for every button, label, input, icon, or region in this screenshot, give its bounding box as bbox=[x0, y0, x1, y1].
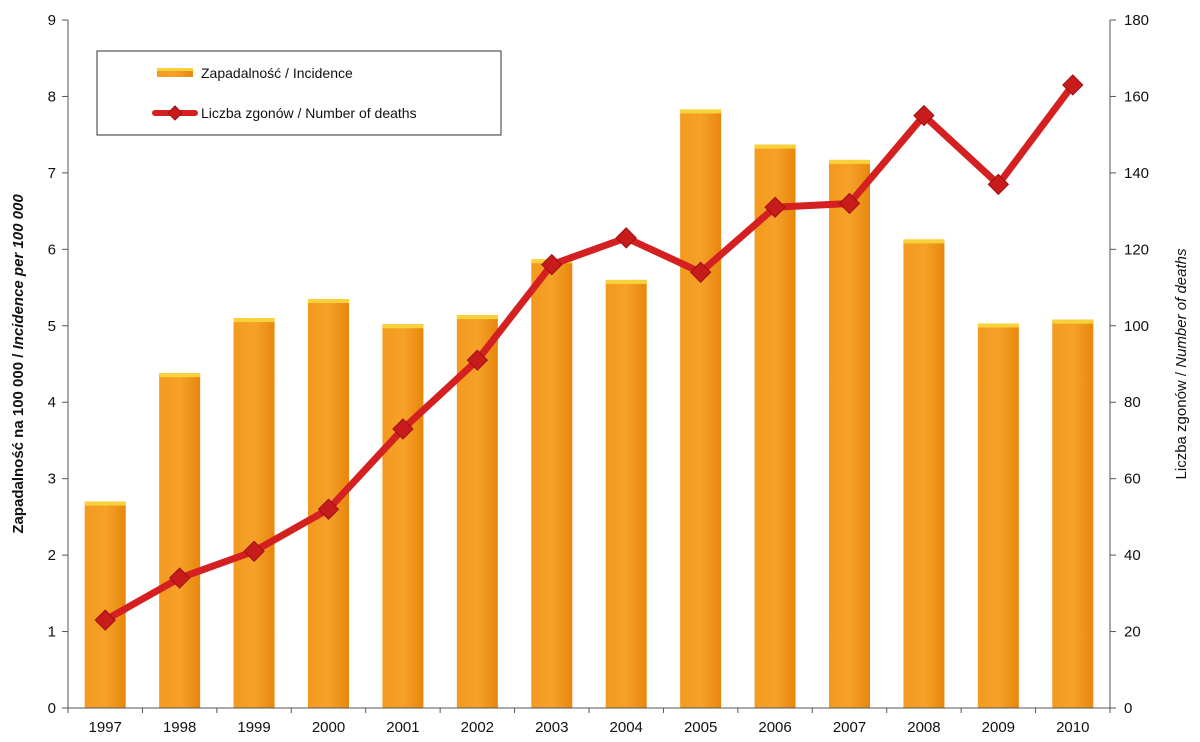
bar-top-2008 bbox=[903, 239, 945, 244]
x-tick-label: 2003 bbox=[535, 719, 568, 736]
deaths-point-2005 bbox=[689, 261, 712, 283]
x-tick-label: 2010 bbox=[1056, 719, 1089, 736]
bar-top-2002 bbox=[456, 315, 498, 320]
deaths-line bbox=[101, 81, 1077, 624]
x-tick-label: 2001 bbox=[386, 719, 419, 736]
y-right-tick-label: 0 bbox=[1124, 700, 1132, 717]
y-left-tick-label: 6 bbox=[48, 241, 56, 258]
bar-2002 bbox=[456, 315, 498, 708]
bar-top-2010 bbox=[1052, 319, 1094, 324]
x-tick-label: 2005 bbox=[684, 719, 717, 736]
bar-top-2001 bbox=[382, 324, 424, 329]
deaths-point-2001 bbox=[392, 418, 414, 440]
legend-swatch-incidence-top bbox=[157, 68, 193, 71]
y-left-tick-label: 4 bbox=[48, 394, 56, 411]
y-right-tick-label: 20 bbox=[1124, 624, 1141, 641]
legend-swatch-deaths-marker bbox=[167, 105, 183, 121]
y-left-axis-title: Zapadalność na 100 000 / Incidence per 1… bbox=[10, 194, 27, 534]
y-left-tick-label: 8 bbox=[48, 88, 56, 105]
bar-top-2005 bbox=[680, 109, 722, 114]
y-right-tick-label: 180 bbox=[1124, 12, 1149, 29]
bar-top-1997 bbox=[84, 501, 126, 506]
y-left-tick-label: 9 bbox=[48, 12, 56, 29]
x-tick-label: 1998 bbox=[163, 719, 196, 736]
bar-2010 bbox=[1052, 319, 1094, 708]
y-left-tick-label: 2 bbox=[48, 547, 56, 564]
y-right-tick-label: 160 bbox=[1124, 88, 1149, 105]
bar-1998 bbox=[159, 373, 201, 708]
deaths-point-2009 bbox=[987, 173, 1010, 196]
y-left-tick-label: 3 bbox=[48, 471, 56, 488]
y-right-tick-label: 40 bbox=[1124, 547, 1141, 564]
bar-top-1998 bbox=[159, 373, 201, 378]
bar-2003 bbox=[531, 259, 573, 708]
bar-2007 bbox=[829, 159, 870, 709]
deaths-point-2007 bbox=[838, 192, 861, 215]
x-tick-label: 2008 bbox=[907, 719, 940, 736]
bar-1997 bbox=[84, 501, 126, 708]
y-right-tick-label: 80 bbox=[1124, 394, 1141, 411]
y-right-axis-title: Liczba zgonów / Number of deaths bbox=[1173, 248, 1190, 479]
y-left-tick-label: 1 bbox=[48, 624, 56, 641]
y-left-tick-label: 7 bbox=[48, 165, 56, 182]
x-tick-label: 2006 bbox=[758, 719, 791, 736]
y-right-axis-title-italic: Number of deaths bbox=[1173, 248, 1190, 368]
deaths-point-2010 bbox=[1062, 74, 1084, 96]
deaths-point-2003 bbox=[541, 253, 563, 276]
bar-top-2007 bbox=[829, 159, 870, 164]
deaths-point-2006 bbox=[764, 196, 786, 218]
deaths-point-2000 bbox=[317, 498, 340, 520]
y-right-axis-title-main: Liczba zgonów / bbox=[1173, 368, 1190, 480]
legend-label-incidence: Zapadalność / Incidence bbox=[201, 65, 353, 81]
bar-2008 bbox=[903, 239, 945, 708]
bar-2009 bbox=[977, 323, 1019, 708]
x-tick-label: 2002 bbox=[461, 719, 494, 736]
bar-top-2004 bbox=[605, 279, 647, 284]
bar-2006 bbox=[754, 144, 796, 709]
y-right-tick-label: 100 bbox=[1124, 318, 1149, 335]
legend-swatch-incidence bbox=[157, 68, 193, 77]
deaths-point-2002 bbox=[466, 349, 489, 371]
y-right-tick-label: 60 bbox=[1124, 471, 1141, 488]
deaths-point-1997 bbox=[94, 609, 116, 631]
x-tick-label: 2009 bbox=[982, 719, 1015, 736]
x-tick-label: 1999 bbox=[237, 719, 270, 736]
y-right-tick-label: 120 bbox=[1124, 241, 1149, 258]
deaths-point-2008 bbox=[913, 104, 935, 127]
bar-top-2009 bbox=[977, 323, 1019, 328]
deaths-point-1998 bbox=[168, 567, 191, 589]
x-tick-label: 2007 bbox=[833, 719, 866, 736]
y-right-tick-label: 140 bbox=[1124, 165, 1149, 182]
bar-2005 bbox=[680, 109, 722, 708]
bar-2004 bbox=[605, 279, 647, 708]
deaths-point-2004 bbox=[615, 227, 637, 249]
y-left-tick-label: 5 bbox=[48, 318, 56, 335]
bar-1999 bbox=[233, 318, 275, 708]
x-tick-label: 1997 bbox=[89, 719, 122, 736]
bar-top-1999 bbox=[233, 318, 275, 323]
bar-top-2006 bbox=[754, 144, 796, 149]
x-tick-label: 2000 bbox=[312, 719, 345, 736]
y-left-axis-title-italic: Incidence per 100 000 bbox=[10, 194, 27, 350]
bar-2001 bbox=[382, 324, 424, 708]
legend-label-deaths: Liczba zgonów / Number of deaths bbox=[201, 105, 417, 121]
y-left-tick-label: 0 bbox=[48, 700, 56, 717]
bar-top-2000 bbox=[308, 299, 349, 304]
legend-box bbox=[96, 50, 502, 136]
x-tick-label: 2004 bbox=[610, 719, 643, 736]
deaths-point-1999 bbox=[243, 540, 265, 562]
y-left-axis-title-main: Zapadalność na 100 000 / bbox=[10, 349, 27, 533]
